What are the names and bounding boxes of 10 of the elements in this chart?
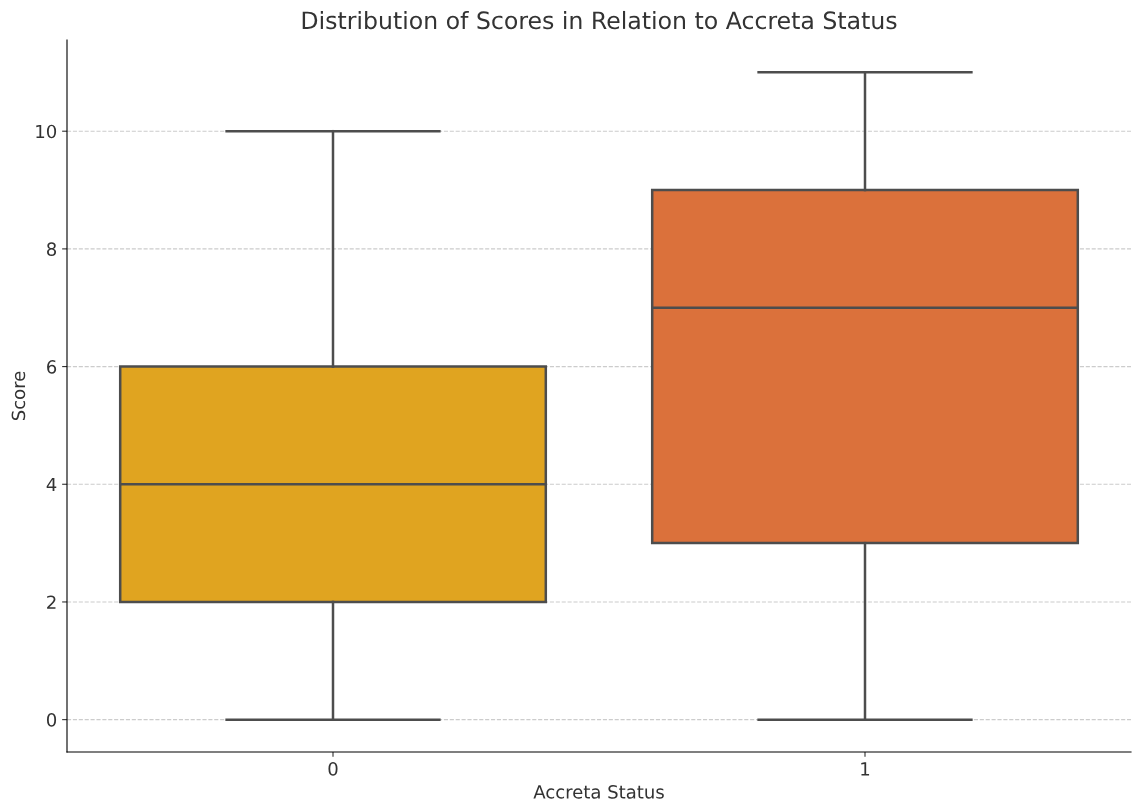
y-tick-label: 6: [47, 360, 57, 374]
y-axis-title: Score: [11, 371, 26, 421]
chart-title: Distribution of Scores in Relation to Accreta Status: [302, 10, 897, 30]
y-tick-label: 10: [36, 124, 57, 139]
y-tick-label: 8: [47, 242, 57, 257]
x-tick-label: 1: [861, 762, 870, 776]
x-axis-title: Accreta Status: [533, 785, 664, 799]
y-tick-label: 4: [46, 477, 57, 492]
y-tick-label: 2: [47, 595, 56, 609]
y-tick-label: 0: [46, 713, 57, 727]
